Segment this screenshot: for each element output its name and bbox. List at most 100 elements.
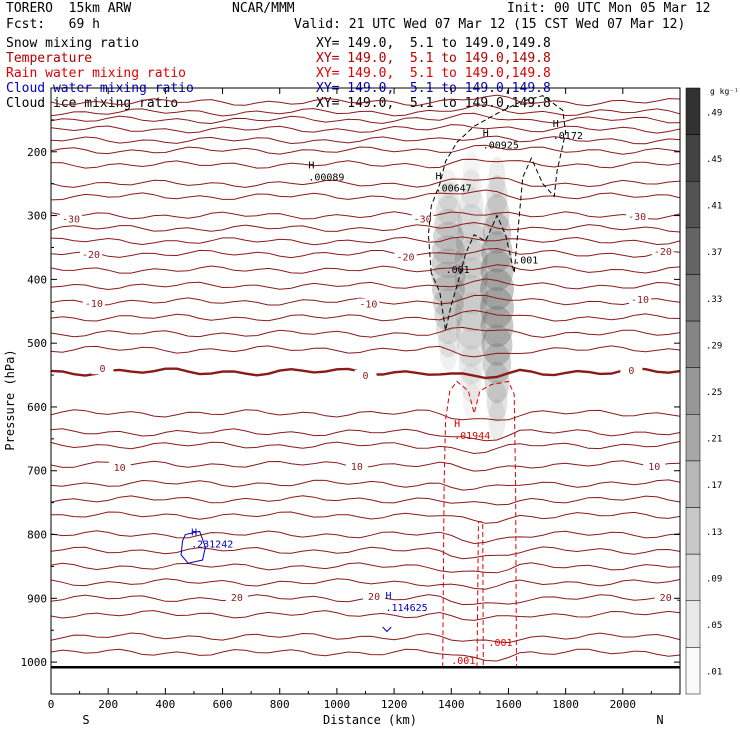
snow-column-segment <box>439 168 457 199</box>
isotherm-label: 0 <box>628 366 634 377</box>
maximum-value: .00925 <box>483 141 519 152</box>
isotherm-label: 0 <box>99 364 105 375</box>
colorbar-label: .29 <box>706 341 722 351</box>
snow-column-segment <box>431 248 466 278</box>
isotherm-label-bg <box>60 213 83 225</box>
cloud-water-contour <box>180 530 206 564</box>
x-tick-label: 800 <box>270 698 290 711</box>
temperature-contour <box>51 530 680 545</box>
snow-column-segment <box>462 151 480 191</box>
snow-column-segment <box>431 261 466 292</box>
colorbar-swatch <box>685 553 701 602</box>
y-tick-label: 900 <box>27 592 47 605</box>
colorbar-swatch <box>685 180 701 229</box>
y-tick-label: 1000 <box>21 656 48 669</box>
temperature-contour <box>51 309 680 322</box>
colorbar-label: .13 <box>706 528 722 538</box>
temperature-contour <box>51 177 680 188</box>
temperature-contour <box>51 135 680 145</box>
maximum-value: .00647 <box>436 183 472 194</box>
colorbar-label: .05 <box>706 621 722 631</box>
snow-column-segment <box>434 208 463 239</box>
snow-column-segment <box>480 287 514 329</box>
isotherm-label-bg <box>654 592 677 604</box>
snow-column-segment <box>480 305 514 348</box>
isotherm-label: -30 <box>62 215 80 226</box>
temperature-contour <box>51 610 680 621</box>
maximum-value: .00089 <box>308 172 344 183</box>
isotherm-label: 10 <box>351 462 363 473</box>
field-name-rain: Rain water mixing ratio <box>6 66 187 81</box>
colorbar-label: .09 <box>706 574 722 584</box>
temperature-contour <box>51 94 680 107</box>
isotherm-label-bg <box>628 293 651 305</box>
x-axis-title: Distance (km) <box>323 713 417 727</box>
contour-value-label: .001 <box>514 255 538 266</box>
temperature-contour <box>51 495 680 506</box>
isotherm-label: -20 <box>82 250 100 261</box>
temperature-contour <box>51 264 680 274</box>
maximum-marker: H <box>436 171 442 182</box>
snow-column-segment <box>486 175 508 217</box>
rain-water-contour <box>442 380 517 668</box>
snow-column-segment <box>455 310 487 350</box>
y-tick-label: 400 <box>27 273 47 286</box>
temperature-contour <box>51 144 680 155</box>
snow-column-segment <box>457 204 486 244</box>
temperature-contour <box>51 479 680 491</box>
snow-column <box>480 156 514 441</box>
colorbar-swatch <box>685 600 701 648</box>
temperature-contour <box>51 221 680 233</box>
isotherm-label-bg <box>225 591 248 603</box>
temperature-contour <box>51 104 680 117</box>
temperature-contour <box>51 247 680 259</box>
temperature-contour <box>51 326 680 338</box>
contour-value-label: .001 <box>451 656 475 667</box>
contour-value-label: .001 <box>488 638 512 649</box>
colorbar-label: .01 <box>706 668 722 678</box>
field-name-temperature: Temperature <box>6 51 93 66</box>
maximum-marker: H <box>553 119 559 130</box>
temperature-contour <box>51 648 680 662</box>
maximum-value: .114625 <box>386 603 428 614</box>
maximum-marker: H <box>386 591 392 602</box>
x-tick-label: 1400 <box>438 698 465 711</box>
x-tick-label: 1200 <box>381 698 408 711</box>
snow-column-segment <box>437 182 459 212</box>
colorbar-label: .41 <box>706 202 722 212</box>
snow-column-segment <box>435 195 461 225</box>
isotherm-label: 20 <box>231 593 243 604</box>
field-name-snow: Snow mixing ratio <box>6 36 140 51</box>
colorbar-label: .45 <box>706 155 722 165</box>
temperature-contour <box>51 632 680 644</box>
y-tick-label: 700 <box>27 465 47 478</box>
snow-column-segment <box>437 327 459 358</box>
isotherm-label: 10 <box>648 462 660 473</box>
isotherm-label-bg <box>411 213 434 225</box>
temperature-contour <box>51 236 680 246</box>
maximum-marker: H <box>191 527 197 538</box>
maximum-marker: H <box>483 129 489 140</box>
snow-column-segment <box>481 231 513 273</box>
colorbar-label: .17 <box>706 481 722 491</box>
temperature-contour <box>51 211 680 220</box>
isotherm-label-bg <box>626 211 649 223</box>
colorbar-swatch <box>685 227 701 275</box>
snow-column-segment <box>482 212 512 255</box>
temperature-contour <box>51 278 680 291</box>
center-label: NCAR/MMM <box>232 1 295 16</box>
x-tick-label: 200 <box>98 698 118 711</box>
snow-column-segment <box>458 186 484 226</box>
y-tick-label: 200 <box>27 146 47 159</box>
y-tick-label: 300 <box>27 210 47 223</box>
isotherm-label: -30 <box>628 212 646 223</box>
isotherm-label: -10 <box>359 300 377 311</box>
y-tick-label: 800 <box>27 529 47 542</box>
snow-column <box>431 168 466 371</box>
x-tick-label: 600 <box>213 698 233 711</box>
temperature-contour <box>51 345 680 358</box>
isotherm-label-bg <box>345 460 368 472</box>
isotherm-label-bg <box>354 369 377 381</box>
snow-column-segment <box>454 292 488 332</box>
